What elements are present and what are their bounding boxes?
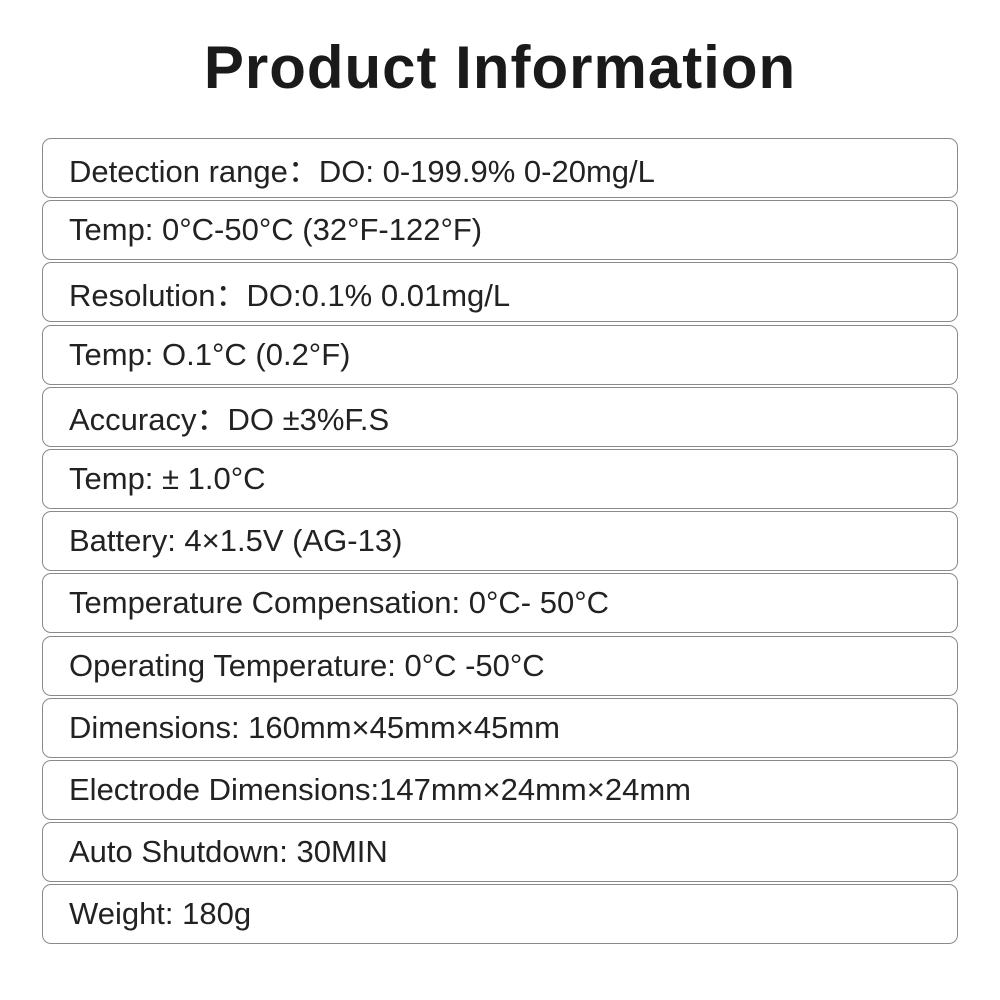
spec-row: Auto Shutdown: 30MIN [42,822,958,883]
spec-row: Temperature Compensation: 0°C- 50°C [42,573,958,634]
page-title: Product Information [203,34,797,101]
spec-row: Electrode Dimensions:147mm×24mm×24mm [42,759,958,820]
spec-row: Dimensions: 160mm×45mm×45mm [42,697,958,758]
spec-row: Temp: 0°C-50°C (32°F-122°F) [42,200,958,261]
spec-row: Temp: ± 1.0°C [42,448,958,509]
spec-row: Detection range：DO: 0-199.9% 0-20mg/L [42,138,958,198]
spec-row: Operating Temperature: 0°C -50°C [42,635,958,696]
spec-row: Resolution：DO:0.1% 0.01mg/L [42,262,958,323]
spec-row: Temp: O.1°C (0.2°F) [42,324,958,385]
spec-list: Detection range：DO: 0-199.9% 0-20mg/L Te… [42,138,958,946]
spec-row: Weight: 180g [42,884,958,945]
spec-row: Battery: 4×1.5V (AG-13) [42,511,958,572]
spec-row: Accuracy：DO ±3%F.S [42,386,958,447]
